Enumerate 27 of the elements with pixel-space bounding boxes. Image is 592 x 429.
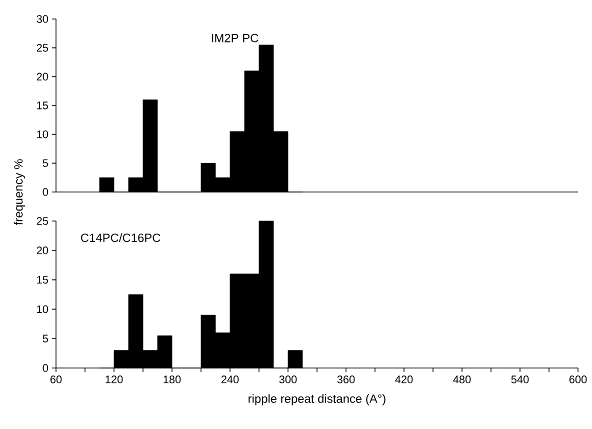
x-tick-label: 420 bbox=[395, 376, 413, 384]
y-tick-label: 25 bbox=[36, 44, 48, 52]
y-tick-label: 0 bbox=[42, 364, 48, 372]
x-tick-label: 360 bbox=[337, 376, 355, 384]
y-tick-label: 10 bbox=[37, 130, 48, 138]
x-tick-label: 60 bbox=[50, 376, 62, 384]
x-tick-label: 300 bbox=[279, 376, 297, 384]
y-tick-label: 30 bbox=[36, 15, 48, 23]
x-tick-label: 120 bbox=[106, 376, 123, 384]
text: C14PC/C16PC bbox=[81, 233, 160, 242]
y-tick-label: 25 bbox=[36, 217, 48, 225]
x-tick-label: 540 bbox=[511, 376, 529, 384]
x-axis-title: ripple repeat distance (A°) bbox=[248, 394, 386, 406]
y-tick-label: 10 bbox=[37, 305, 48, 314]
y-tick-label: 20 bbox=[36, 72, 48, 81]
x-tick-label: 480 bbox=[453, 376, 471, 384]
y-axis-title: frequency % bbox=[14, 159, 26, 226]
y-tick-label: 5 bbox=[42, 334, 48, 342]
y-tick-label: 5 bbox=[42, 159, 48, 167]
text: IM2P PC bbox=[212, 34, 258, 42]
x-tick-label: 240 bbox=[221, 376, 239, 384]
y-tick-label: 15 bbox=[37, 102, 48, 110]
x-tick-label: 600 bbox=[569, 376, 587, 384]
x-tick-label: 180 bbox=[164, 376, 181, 384]
y-tick-label: 20 bbox=[36, 246, 48, 254]
y-tick-label: 15 bbox=[37, 276, 48, 284]
y-tick-label: 0 bbox=[42, 188, 48, 196]
